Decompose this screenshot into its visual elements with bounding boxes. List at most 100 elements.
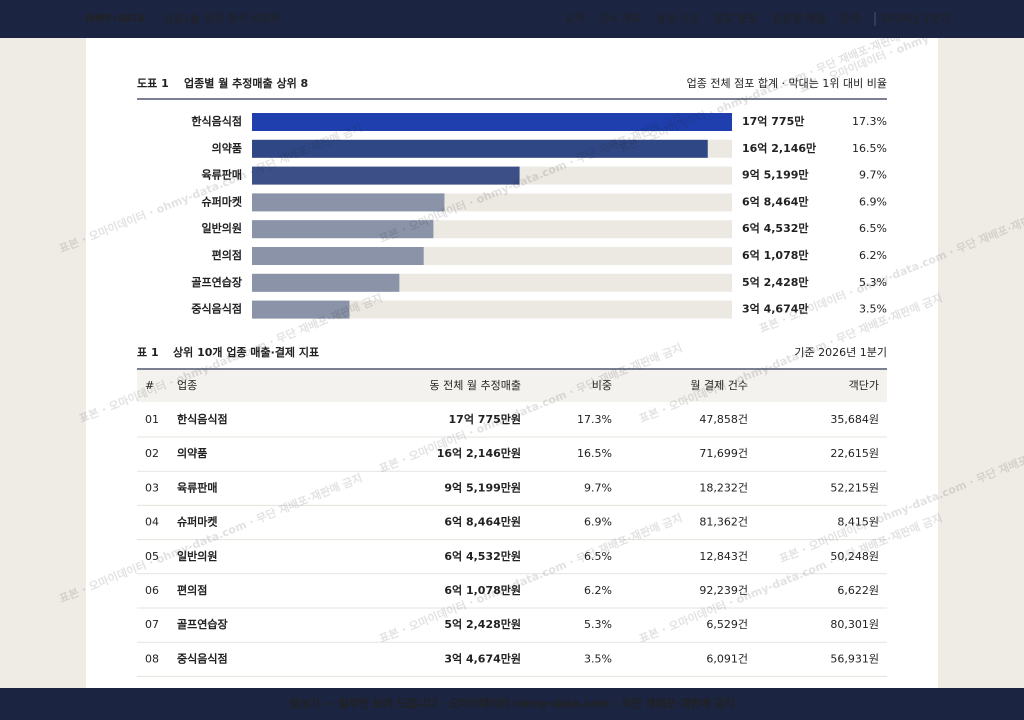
table-cell: 중식음식점 bbox=[177, 651, 228, 665]
bar-label: 편의점 bbox=[212, 248, 242, 262]
table-cell: 9.7% bbox=[584, 481, 612, 494]
table-cell: 17억 775만원 bbox=[449, 412, 521, 426]
value-label: 17억 775만 bbox=[742, 114, 804, 128]
table-cell: 육류판매 bbox=[177, 480, 217, 494]
table-cell: 03 bbox=[145, 481, 159, 494]
nav-link[interactable]: 점포 분포 bbox=[714, 12, 758, 25]
table-cell: 81,362건 bbox=[699, 516, 748, 529]
nav-link[interactable]: 한계 bbox=[840, 12, 860, 25]
paper bbox=[86, 0, 938, 720]
bar-label: 의약품 bbox=[212, 141, 242, 155]
table-cell: 6.5% bbox=[584, 550, 612, 563]
table-cell: 골프연습장 bbox=[177, 617, 228, 631]
table-cell: 02 bbox=[145, 447, 159, 460]
nav-link[interactable]: 요약 bbox=[565, 11, 585, 25]
table-cell: 52,215원 bbox=[830, 481, 879, 494]
value-label: 6억 8,464만 bbox=[742, 194, 809, 208]
share-label: 6.2% bbox=[859, 249, 887, 262]
share-label: 3.5% bbox=[859, 303, 887, 316]
table-cell: 6,091건 bbox=[706, 652, 748, 665]
share-label: 16.5% bbox=[852, 142, 887, 155]
value-label: 6억 4,532만 bbox=[742, 221, 809, 235]
table-cell: 16.5% bbox=[577, 447, 612, 460]
bar bbox=[252, 139, 708, 158]
bar bbox=[252, 300, 350, 319]
table-cell: 06 bbox=[145, 584, 159, 597]
bar bbox=[252, 193, 445, 212]
column-header: 객단가 bbox=[849, 379, 879, 392]
share-label: 9.7% bbox=[859, 169, 887, 182]
table-cell: 04 bbox=[145, 516, 159, 529]
table-cell: 6,622원 bbox=[837, 584, 879, 597]
bar bbox=[252, 220, 434, 239]
value-label: 9억 5,199만 bbox=[742, 168, 809, 182]
table-label: 표 1 bbox=[137, 346, 159, 359]
table-cell: 07 bbox=[145, 618, 159, 631]
bar bbox=[252, 113, 732, 131]
table-cell: 6억 1,078만원 bbox=[444, 583, 521, 597]
table-cell: 17.3% bbox=[577, 413, 612, 426]
column-header: 동 전체 월 추정매출 bbox=[430, 379, 521, 392]
table-cell: 35,684원 bbox=[830, 413, 879, 426]
value-label: 5억 2,428만 bbox=[742, 275, 809, 289]
table-cell: 5.3% bbox=[584, 618, 612, 631]
share-label: 5.3% bbox=[859, 276, 887, 289]
share-label: 6.9% bbox=[859, 195, 887, 208]
bar-track bbox=[252, 300, 732, 319]
table-cell: 8,415원 bbox=[837, 516, 879, 529]
chart-title: 업종별 월 추정매출 상위 8 bbox=[184, 76, 308, 90]
nav-link[interactable]: 조사 개요 bbox=[598, 12, 642, 25]
bar-label: 중식음식점 bbox=[191, 302, 242, 316]
table-cell: 3.5% bbox=[584, 652, 612, 665]
table-cell: 16억 2,146만원 bbox=[437, 446, 521, 460]
table-title: 상위 10개 업종 매출·결제 지표 bbox=[173, 345, 319, 359]
table-header-bg bbox=[137, 370, 887, 402]
table-cell: 18,232건 bbox=[699, 481, 748, 494]
table-cell: 편의점 bbox=[177, 583, 207, 597]
table-cell: 01 bbox=[145, 413, 159, 426]
table-cell: 6억 8,464만원 bbox=[444, 515, 521, 529]
column-header: 월 결제 건수 bbox=[690, 379, 748, 392]
chart-label: 도표 1 bbox=[137, 77, 169, 90]
column-header: 업종 bbox=[177, 379, 197, 392]
column-header: 비중 bbox=[592, 379, 612, 392]
bar-label: 육류판매 bbox=[202, 168, 242, 182]
table-cell: 05 bbox=[145, 550, 159, 563]
table-note: 기준 2026년 1분기 bbox=[794, 346, 887, 359]
table-cell: 22,615원 bbox=[830, 447, 879, 460]
table-cell: 일반의원 bbox=[177, 549, 217, 563]
bar bbox=[252, 273, 400, 292]
bar-label: 일반의원 bbox=[202, 221, 242, 235]
chart-note: 업종 전체 점포 합계 · 막대는 1위 대비 비율 bbox=[687, 77, 887, 90]
column-header: # bbox=[145, 379, 154, 392]
share-label: 17.3% bbox=[852, 115, 887, 128]
table-cell: 5억 2,428만원 bbox=[444, 617, 521, 631]
table-cell: 47,858건 bbox=[699, 413, 748, 426]
bar-label: 한식음식점 bbox=[191, 114, 242, 128]
nav-link[interactable]: 상권 규모 bbox=[656, 12, 700, 25]
table-cell: 한식음식점 bbox=[177, 412, 228, 426]
table-cell: 6.9% bbox=[584, 516, 612, 529]
table-cell: 50,248원 bbox=[830, 550, 879, 563]
share-label: 6.5% bbox=[859, 222, 887, 235]
footer-bar bbox=[0, 688, 1024, 720]
value-label: 6억 1,078만 bbox=[742, 248, 809, 262]
footer-text: 맛보기 — 일부만 보여 드립니다 · 오마이데이터 ohmy-data.com… bbox=[289, 696, 734, 710]
nav-title: 신길1동 상권 분석 리포트 bbox=[163, 12, 282, 25]
table-cell: 6.2% bbox=[584, 584, 612, 597]
nav-link[interactable]: 업종별 매출 bbox=[772, 12, 826, 25]
nav-bar bbox=[0, 0, 1024, 38]
brand[interactable]: OHMY-DATA bbox=[85, 12, 145, 25]
value-label: 16억 2,146만 bbox=[742, 141, 816, 155]
table-cell: 9억 5,199만원 bbox=[444, 480, 521, 494]
bar bbox=[252, 247, 424, 265]
value-label: 3억 4,674만 bbox=[742, 302, 809, 316]
bar-label: 골프연습장 bbox=[191, 275, 242, 289]
table-cell: 3억 4,674만원 bbox=[444, 651, 521, 665]
table-cell: 71,699건 bbox=[699, 447, 748, 460]
table-cell: 08 bbox=[145, 652, 159, 665]
table-cell: 의약품 bbox=[177, 446, 207, 460]
bar-label: 슈퍼마켓 bbox=[202, 194, 242, 208]
